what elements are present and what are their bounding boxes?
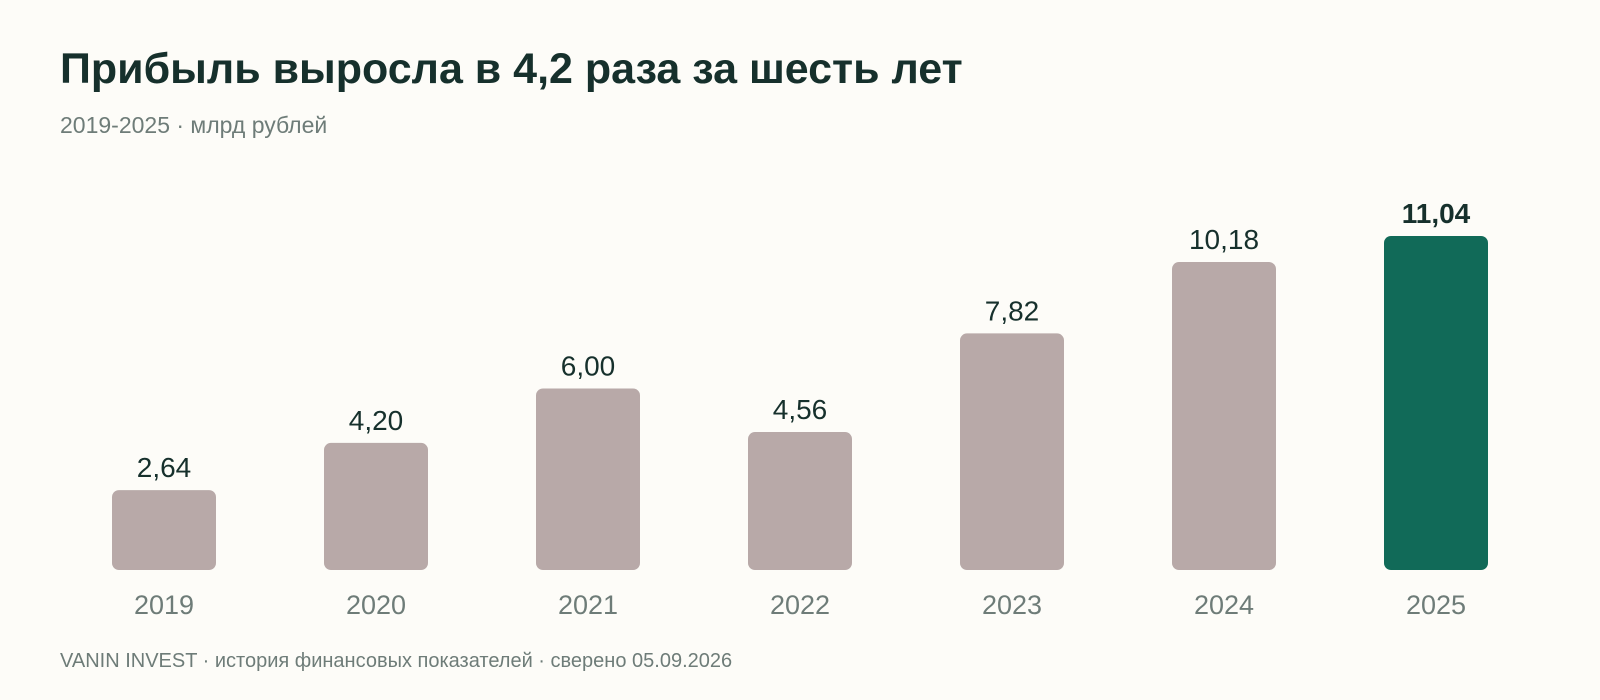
- value-label-2021: 6,00: [561, 350, 616, 381]
- value-label-2024: 10,18: [1189, 224, 1259, 255]
- bar-2021: [536, 388, 640, 570]
- x-tick-label-2020: 2020: [346, 590, 406, 620]
- x-tick-label-2025: 2025: [1406, 590, 1466, 620]
- value-label-2025: 11,04: [1402, 198, 1471, 229]
- bar-2019: [112, 490, 216, 570]
- source-footer: VANIN INVEST · история финансовых показа…: [60, 650, 733, 672]
- bar-2025: [1384, 236, 1488, 570]
- bar-2022: [748, 432, 852, 570]
- value-label-2022: 4,56: [773, 394, 828, 425]
- chart-title: Прибыль выросла в 4,2 раза за шесть лет: [60, 45, 963, 93]
- x-tick-label-2023: 2023: [982, 590, 1042, 620]
- x-tick-label-2021: 2021: [558, 590, 618, 620]
- x-tick-label-2022: 2022: [770, 590, 830, 620]
- x-tick-label-2024: 2024: [1194, 590, 1254, 620]
- bar-2020: [324, 442, 428, 570]
- x-tick-label-2019: 2019: [134, 590, 194, 620]
- value-label-2019: 2,64: [137, 452, 192, 483]
- value-label-2020: 4,20: [349, 405, 404, 436]
- chart-subtitle: 2019-2025 · млрд рублей: [60, 112, 328, 138]
- bar-2024: [1172, 262, 1276, 570]
- bar-2023: [960, 333, 1064, 570]
- value-label-2023: 7,82: [985, 295, 1040, 326]
